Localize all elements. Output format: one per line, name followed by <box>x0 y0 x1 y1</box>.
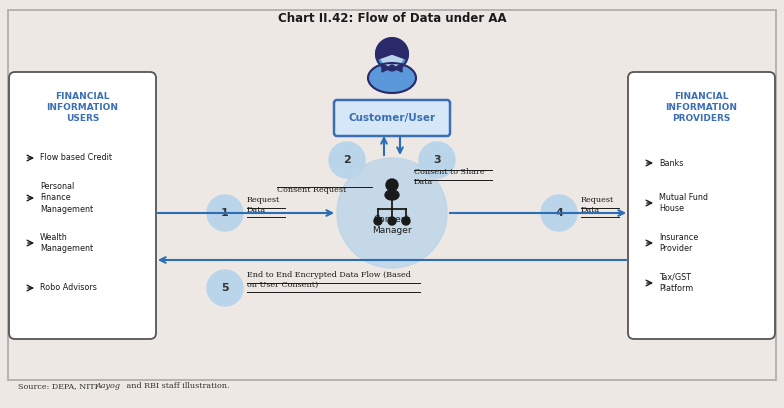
Text: Insurance
Provider: Insurance Provider <box>659 233 699 253</box>
Text: 3: 3 <box>434 155 441 165</box>
Circle shape <box>419 142 455 178</box>
Circle shape <box>380 42 404 66</box>
Text: Banks: Banks <box>659 158 684 168</box>
Circle shape <box>389 65 395 71</box>
FancyBboxPatch shape <box>334 100 450 136</box>
Circle shape <box>337 158 447 268</box>
Text: Mutual Fund
House: Mutual Fund House <box>659 193 708 213</box>
Text: 5: 5 <box>221 283 229 293</box>
Text: Customer/User: Customer/User <box>348 113 436 123</box>
Text: Source: DEPA, NITI: Source: DEPA, NITI <box>18 382 100 390</box>
Text: Personal
Finance
Management: Personal Finance Management <box>40 182 93 214</box>
Polygon shape <box>382 64 390 72</box>
Wedge shape <box>378 39 406 54</box>
Circle shape <box>374 217 382 225</box>
Ellipse shape <box>385 190 399 200</box>
Text: Request
Data: Request Data <box>247 196 280 214</box>
Text: Consent to Share
Data: Consent to Share Data <box>414 168 485 186</box>
Polygon shape <box>394 64 402 72</box>
Text: 1: 1 <box>221 208 229 218</box>
Circle shape <box>541 195 577 231</box>
Circle shape <box>402 217 410 225</box>
Circle shape <box>207 195 243 231</box>
Text: Aayog: Aayog <box>96 382 121 390</box>
Circle shape <box>207 270 243 306</box>
Text: Robo Advisors: Robo Advisors <box>40 284 97 293</box>
Circle shape <box>376 38 408 70</box>
Wedge shape <box>392 44 408 60</box>
Text: Request
Data: Request Data <box>581 196 614 214</box>
Text: 2: 2 <box>343 155 351 165</box>
Text: FINANCIAL
INFORMATION
PROVIDERS: FINANCIAL INFORMATION PROVIDERS <box>666 92 738 123</box>
Text: Flow based Credit: Flow based Credit <box>40 153 112 162</box>
Text: 4: 4 <box>555 208 563 218</box>
Text: Consent Request: Consent Request <box>277 186 347 194</box>
Circle shape <box>388 217 396 225</box>
FancyBboxPatch shape <box>628 72 775 339</box>
Text: Chart II.42: Flow of Data under AA: Chart II.42: Flow of Data under AA <box>278 12 506 25</box>
Text: Consent
Manager: Consent Manager <box>372 215 412 235</box>
Wedge shape <box>376 44 392 60</box>
Text: Wealth
Management: Wealth Management <box>40 233 93 253</box>
Ellipse shape <box>368 63 416 93</box>
Text: and RBI staff illustration.: and RBI staff illustration. <box>124 382 230 390</box>
Circle shape <box>386 179 398 191</box>
Text: End to End Encrypted Data Flow (Based
on User Consent): End to End Encrypted Data Flow (Based on… <box>247 271 411 289</box>
Text: FINANCIAL
INFORMATION
USERS: FINANCIAL INFORMATION USERS <box>46 92 118 123</box>
Text: Tax/GST
Platform: Tax/GST Platform <box>659 273 693 293</box>
FancyBboxPatch shape <box>9 72 156 339</box>
Circle shape <box>329 142 365 178</box>
